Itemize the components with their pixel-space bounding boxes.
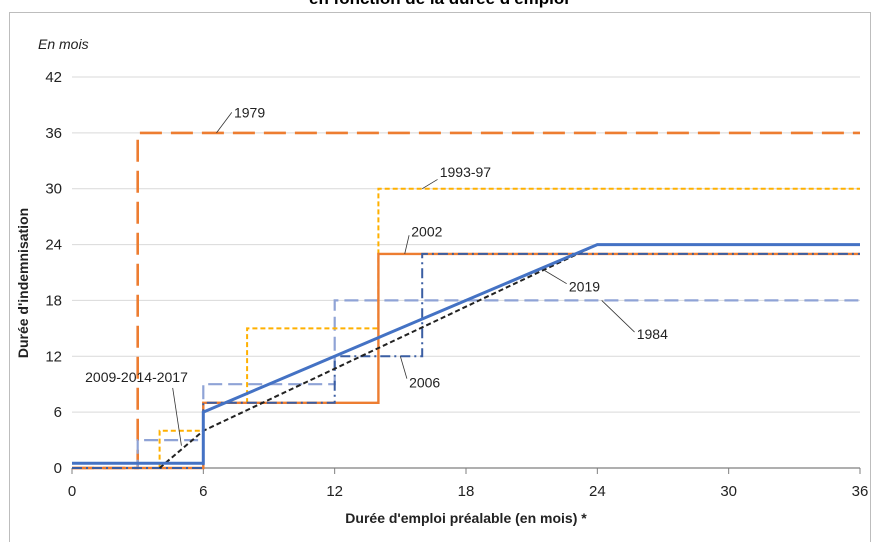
y-tick-label: 0 [54, 460, 62, 477]
unit-label: En mois [38, 36, 89, 52]
x-tick-label: 18 [458, 483, 475, 500]
series-line-2019 [72, 243, 860, 465]
chart-title: en fonction de la durée d'emploi [0, 0, 878, 11]
series-label-1979: 1979 [234, 104, 265, 120]
label-leader-line [216, 112, 233, 134]
y-tick-label: 42 [45, 69, 62, 86]
series-label-2019: 2019 [569, 278, 600, 294]
y-tick-label: 6 [54, 404, 62, 421]
x-tick-label: 24 [589, 483, 606, 500]
x-tick-label: 30 [720, 483, 737, 500]
series-line-2002 [72, 252, 860, 470]
label-leader-line [399, 356, 408, 379]
x-tick-label: 0 [68, 483, 76, 500]
y-tick-label: 12 [45, 348, 62, 365]
label-leader-line [172, 387, 182, 446]
label-leader-line [601, 300, 635, 333]
x-tick-label: 36 [852, 483, 869, 500]
label-leader-line [544, 270, 567, 285]
series-line-1993-97 [72, 187, 860, 469]
y-tick-label: 18 [45, 292, 62, 309]
series-label-2006: 2006 [409, 374, 440, 390]
series-labels: 1979 1984 1993-97 2002 2006 2009-2014-2017 201… [85, 104, 668, 446]
x-axis-label: Durée d'emploi préalable (en mois) * [345, 510, 587, 526]
series-label-1984: 1984 [637, 326, 668, 342]
y-axis-label: Durée d'indemnisation [15, 208, 31, 358]
axes: 0 6 12 18 24 30 36 42 0 6 12 18 24 30 36 [45, 69, 868, 500]
series-label-2002: 2002 [411, 224, 442, 240]
label-leader-line [404, 235, 410, 254]
label-leader-line [422, 179, 438, 190]
y-tick-label: 30 [45, 181, 62, 198]
chart-frame [9, 12, 871, 542]
series-label-1993-97: 1993-97 [440, 164, 492, 180]
y-tick-label: 24 [45, 237, 62, 254]
x-tick-label: 6 [199, 483, 207, 500]
series-lines [72, 131, 860, 470]
y-tick-label: 36 [45, 125, 62, 142]
series-label-2009-2014-2017: 2009-2014-2017 [85, 369, 188, 385]
x-tick-label: 12 [326, 483, 343, 500]
series-line-1984 [72, 299, 860, 470]
series-line-2006 [72, 252, 860, 469]
